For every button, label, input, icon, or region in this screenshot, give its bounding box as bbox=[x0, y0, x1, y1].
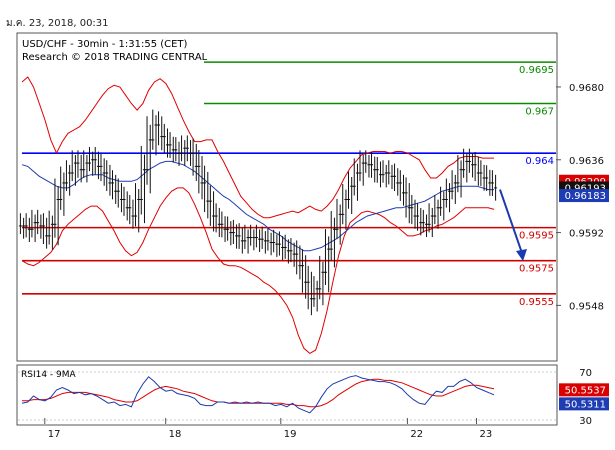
rsi-label: RSI14 - 9MA bbox=[21, 370, 77, 380]
main-panel-frame bbox=[16, 32, 558, 362]
level-label: 0.9555 bbox=[519, 297, 554, 308]
chart-subtitle: Research © 2018 TRADING CENTRAL bbox=[22, 52, 208, 63]
x-tick-label: 18 bbox=[169, 429, 182, 440]
x-tick-label: 23 bbox=[479, 429, 492, 440]
y-tick-label: 0.9592 bbox=[569, 229, 604, 240]
y-tick-label: 0.9548 bbox=[569, 301, 604, 312]
price-box-label: 0.96183 bbox=[565, 191, 606, 202]
rsi-box-label: 50.5537 bbox=[565, 385, 606, 396]
rsi-tick-label: 30 bbox=[579, 416, 592, 427]
rsi-ma-line bbox=[22, 378, 495, 408]
rsi-panel-content bbox=[18, 371, 556, 421]
price-box-ma bbox=[559, 189, 609, 203]
bollinger-upper bbox=[21, 76, 494, 219]
x-tick-label: 17 bbox=[48, 429, 61, 440]
axes: 0.96800.96360.95920.95480.962090.961930.… bbox=[44, 83, 609, 440]
rsi-panel-frame bbox=[16, 364, 558, 426]
level-label: 0.964 bbox=[525, 156, 554, 167]
price-box-label: 0.96193 bbox=[565, 183, 606, 194]
x-tick-label: 22 bbox=[410, 429, 423, 440]
level-label: 0.9595 bbox=[519, 231, 554, 242]
main-panel-content: 0.9695 0.967 0.964 0.9595 0.9575 0.9555 bbox=[18, 61, 556, 355]
rsi-tick-label: 70 bbox=[579, 368, 592, 379]
x-tick-label: 19 bbox=[284, 429, 297, 440]
rsi-line bbox=[21, 375, 495, 414]
level-label: 0.9695 bbox=[519, 65, 554, 76]
y-tick-label: 0.9636 bbox=[569, 156, 604, 167]
chart-title: USD/CHF - 30min - 1:31:55 (CET) bbox=[22, 39, 188, 50]
level-label: 0.9575 bbox=[519, 264, 554, 275]
bollinger-lower bbox=[21, 187, 495, 355]
forecast-arrow-head bbox=[516, 249, 527, 262]
rsi-box-label: 50.5311 bbox=[565, 399, 606, 410]
rsi-box-ma bbox=[559, 383, 609, 397]
main-panel: 0.9695 0.967 0.964 0.9595 0.9575 0.9555 USD/C… bbox=[16, 32, 558, 362]
level-label: 0.967 bbox=[525, 107, 554, 118]
forecast-arrow bbox=[499, 189, 523, 254]
timestamp: ม.ค. 23, 2018, 00:31 bbox=[6, 18, 109, 29]
y-tick-label: 0.9680 bbox=[569, 83, 604, 94]
rsi-box-rsi bbox=[559, 397, 609, 411]
rsi-panel: RSI14 - 9MA bbox=[16, 364, 558, 426]
